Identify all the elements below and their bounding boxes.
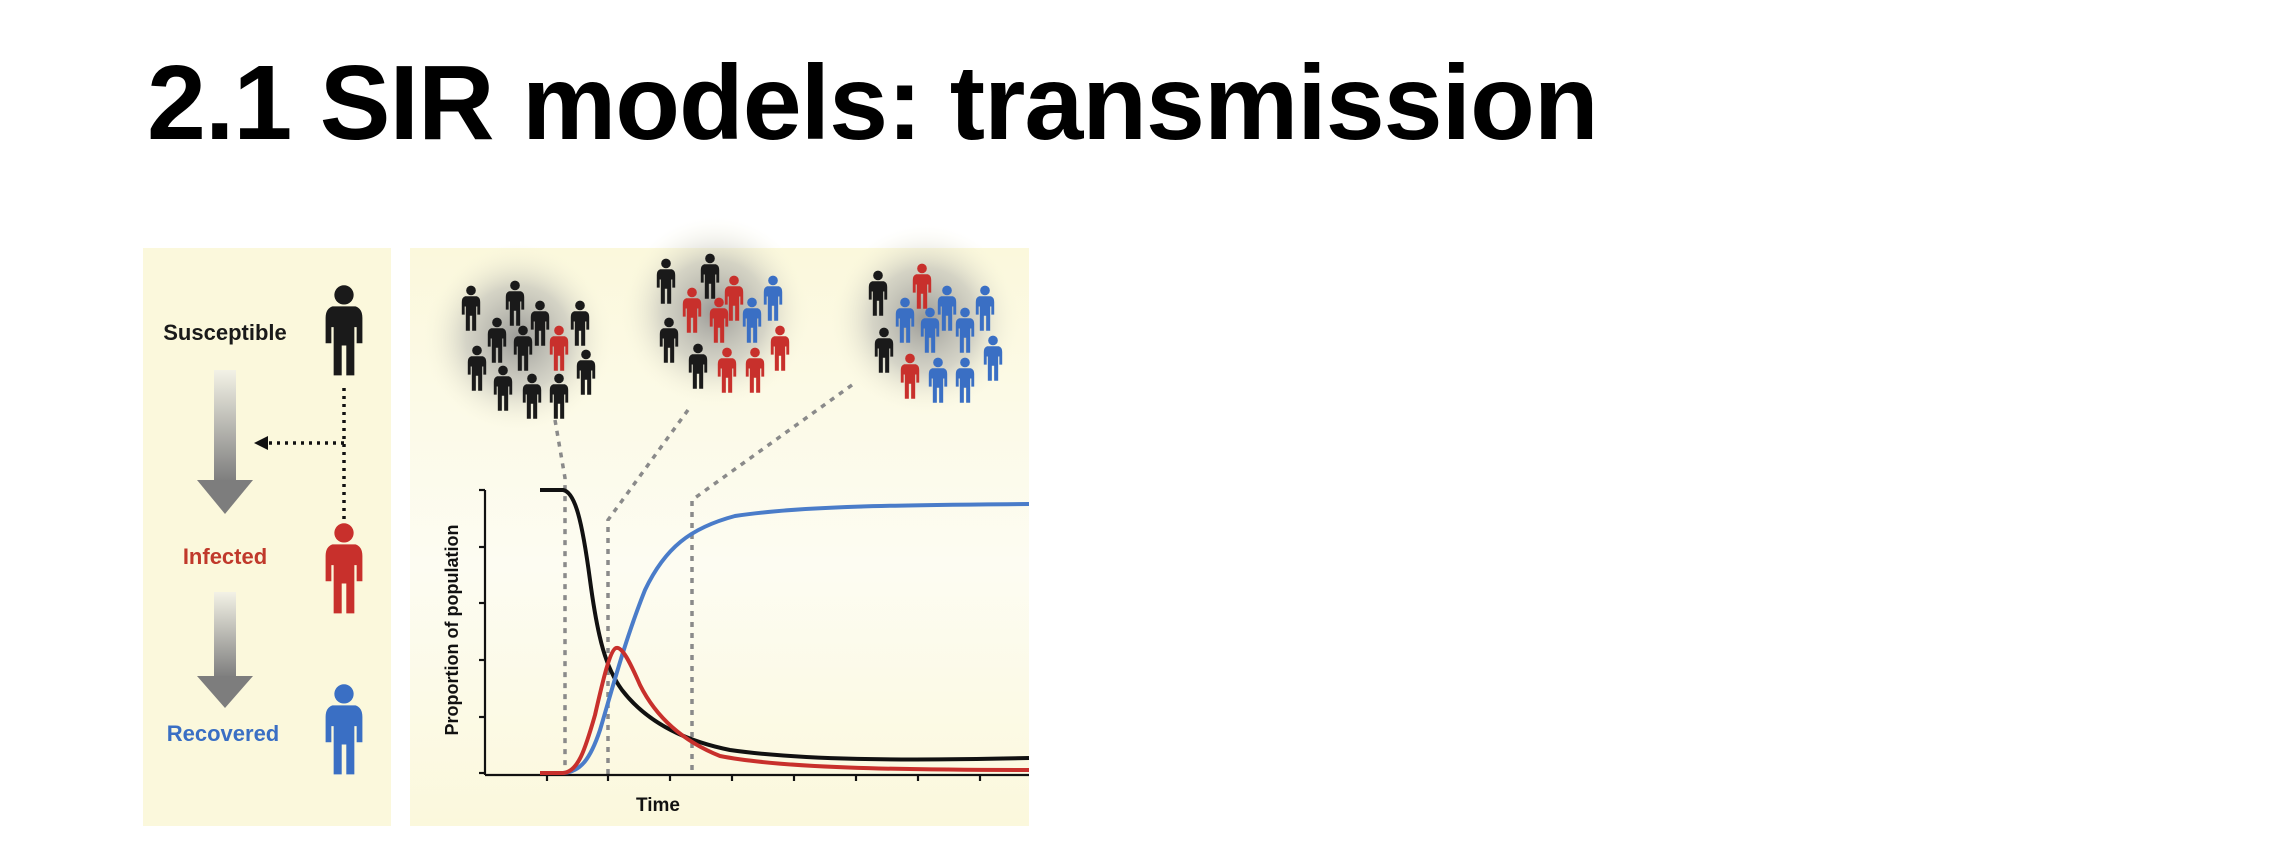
state-label-recovered: Recovered <box>167 721 280 746</box>
transition-arrow-s-to-i <box>197 370 253 514</box>
infected-curve <box>540 645 1030 775</box>
recovered-curve <box>540 502 1030 775</box>
x-axis-label: Time <box>636 795 680 816</box>
state-label-susceptible: Susceptible <box>163 320 286 345</box>
state-label-infected: Infected <box>183 544 267 569</box>
time-guide-lines <box>553 383 854 775</box>
chart-axes <box>479 488 1029 781</box>
transition-arrow-i-to-r <box>197 592 253 708</box>
page-title: 2.1 SIR models: transmission <box>147 44 1599 162</box>
y-axis-label: Proportion of population <box>442 525 462 736</box>
contact-dotted-line <box>254 388 346 524</box>
susceptible-curve <box>540 488 1030 762</box>
